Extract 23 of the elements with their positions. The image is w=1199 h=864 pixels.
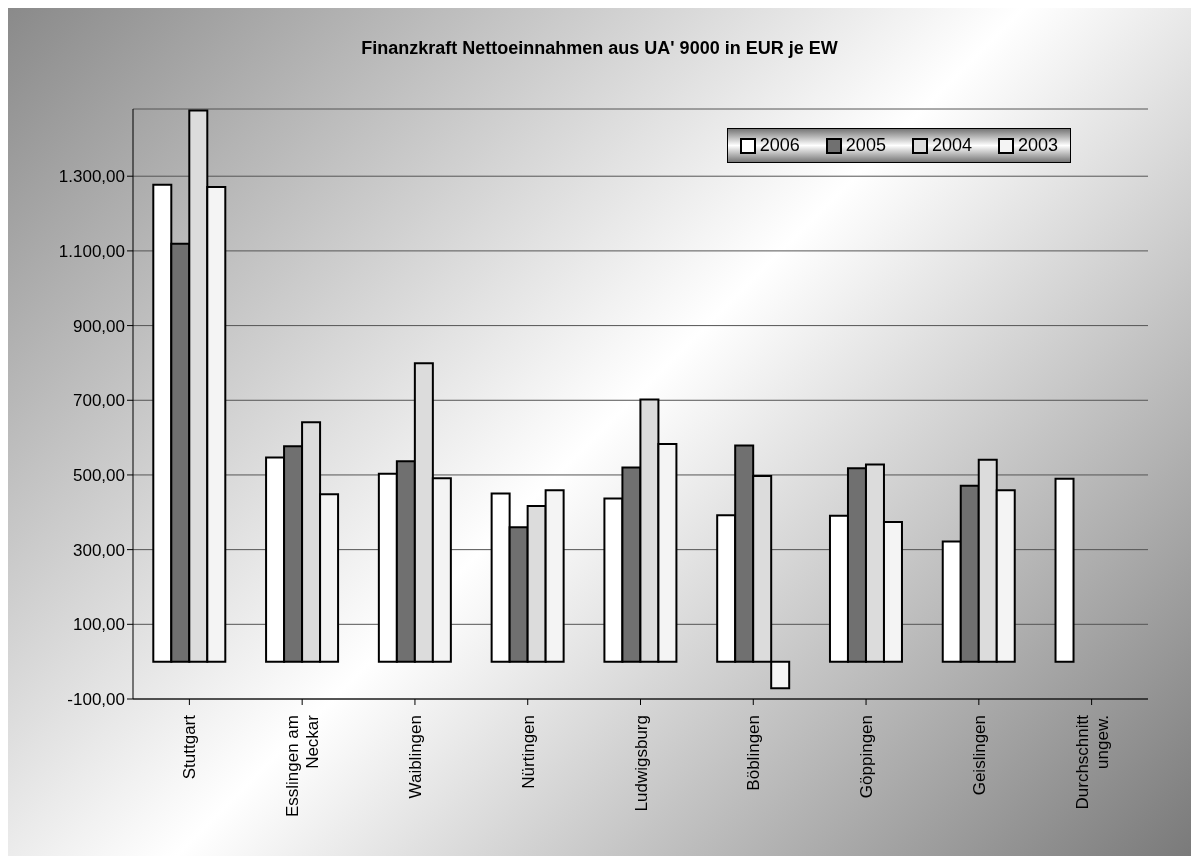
y-tick-label: 100,00 bbox=[73, 615, 125, 635]
legend-label: 2006 bbox=[758, 135, 800, 156]
x-tick-label: Geislingen bbox=[969, 715, 989, 796]
x-tick-label: Nürtingen bbox=[518, 715, 538, 789]
x-tick-label: Göppingen bbox=[857, 715, 877, 799]
legend-label: 2005 bbox=[844, 135, 886, 156]
x-tick-label: Stuttgart bbox=[180, 714, 200, 780]
y-tick-label: 1.300,00 bbox=[58, 167, 125, 187]
x-tick-label: Böblingen bbox=[744, 715, 764, 791]
y-tick-label: 500,00 bbox=[73, 465, 125, 485]
legend-label: 2003 bbox=[1016, 135, 1058, 156]
x-tick-label: Ludwigsburg bbox=[631, 715, 651, 812]
y-tick-label: -100,00 bbox=[67, 690, 125, 710]
x-tick-label: Waiblingen bbox=[405, 715, 425, 799]
y-tick-label: 300,00 bbox=[73, 540, 125, 560]
x-tick-label: Esslingen am Neckar bbox=[283, 714, 323, 818]
y-tick-label: 900,00 bbox=[73, 316, 125, 336]
legend-label: 2004 bbox=[930, 135, 972, 156]
y-tick-label: 1.100,00 bbox=[58, 241, 125, 261]
bar bbox=[1054, 477, 1075, 663]
y-tick-label: 700,00 bbox=[73, 391, 125, 411]
chart-title: Finanzkraft Nettoeinnahmen aus UA' 9000 in EUR je EW bbox=[360, 38, 839, 59]
x-tick-label: Durchschnitt ungew. bbox=[1072, 714, 1112, 810]
